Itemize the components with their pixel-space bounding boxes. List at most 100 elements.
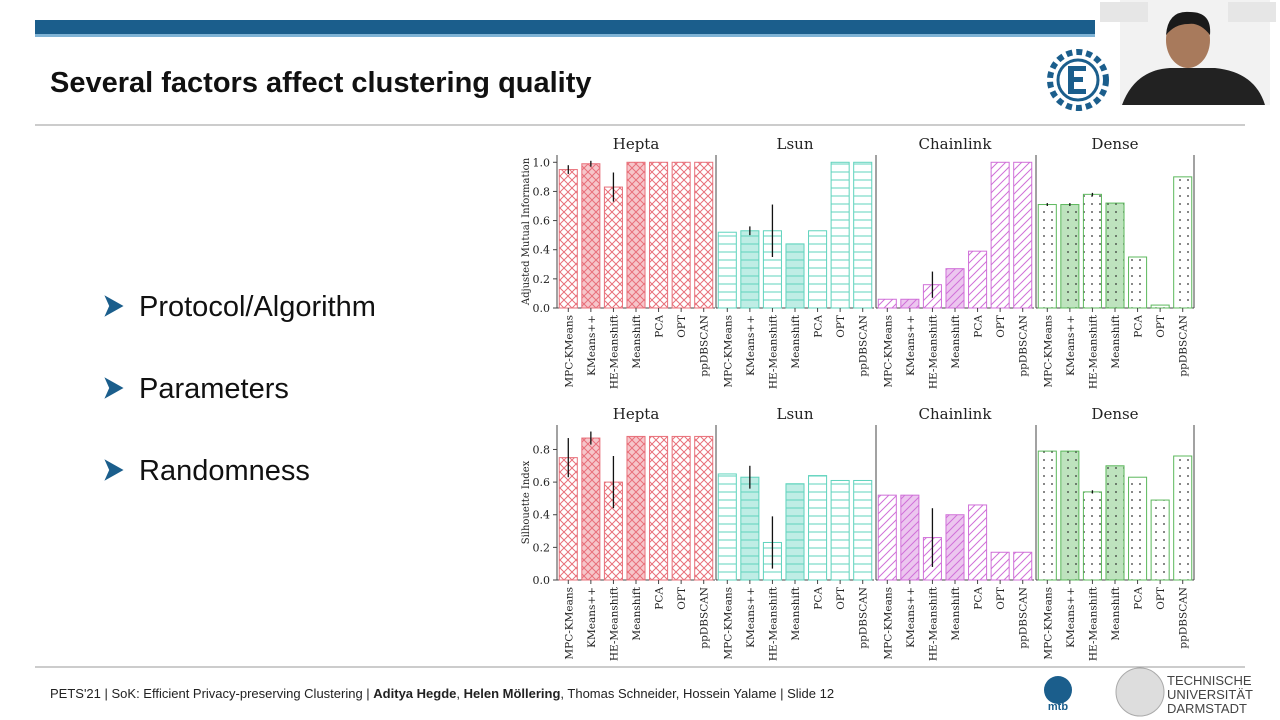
bar (968, 504, 988, 581)
bullet-arrow (104, 295, 124, 317)
chart-panel: Chainlink MPC-KMeans KMeans++ HE-Meanshift M… (875, 405, 1034, 661)
bar (1082, 491, 1102, 581)
x-tick-label: PCA (654, 587, 666, 610)
footer-part: Aditya Hegde (373, 686, 456, 701)
x-tick-label: MPC-KMeans (563, 315, 575, 388)
x-tick-label: Meanshift (1110, 586, 1122, 640)
bullet-text: Parameters (139, 373, 289, 405)
bullet-text: Protocol/Algorithm (139, 291, 376, 323)
bar (830, 161, 850, 309)
bar (558, 169, 578, 309)
bar (717, 231, 737, 309)
bar (1082, 193, 1102, 309)
bar (1105, 465, 1125, 581)
footer-part: , Thomas Schneider, Hossein Yalame | Sli… (560, 686, 834, 701)
bar (603, 186, 623, 309)
x-tick-label: MPC-KMeans (722, 587, 734, 660)
bar (1128, 256, 1148, 309)
x-tick-label: OPT (995, 315, 1007, 338)
panel-title: Dense (1091, 405, 1138, 423)
chart-panel: Lsun MPC-KMeans KMeans++ HE-Meanshift Meansh… (715, 135, 874, 389)
y-axis-label: Silhouette Index (521, 460, 532, 544)
bar (1037, 450, 1057, 581)
x-tick-label: Meanshift (950, 586, 962, 640)
x-tick-label: HE-Meanshift (1087, 314, 1099, 389)
university-name: TECHNISCHE (1167, 673, 1252, 688)
svg-text:mtb: mtb (1048, 701, 1068, 713)
chart-panel: Lsun MPC-KMeans KMeans++ HE-Meanshift Meansh… (715, 405, 874, 661)
x-tick-label: HE-Meanshift (927, 314, 939, 389)
x-tick-label: Meanshift (1110, 314, 1122, 368)
y-axis-label: Adjusted Mutual Information (521, 157, 532, 306)
x-tick-label: PCA (813, 315, 825, 338)
webcam (1100, 0, 1276, 105)
chart-panel: Dense MPC-KMeans KMeans++ HE-Meanshift Means… (1035, 135, 1195, 389)
bar (671, 161, 691, 309)
x-tick-label: KMeans++ (1065, 315, 1077, 376)
bar (581, 437, 601, 581)
y-tick-label: 0.0 (533, 302, 551, 315)
bar (671, 435, 691, 581)
y-tick-label: 0.8 (533, 443, 551, 456)
y-tick-label: 0.6 (533, 215, 551, 228)
bar (808, 475, 828, 581)
x-tick-label: KMeans++ (745, 315, 757, 376)
bar (785, 483, 805, 581)
x-tick-label: PCA (973, 587, 985, 610)
x-tick-label: HE-Meanshift (608, 586, 620, 661)
bar (694, 161, 714, 309)
x-tick-label: MPC-KMeans (1042, 315, 1054, 388)
x-tick-label: PCA (813, 587, 825, 610)
bar (853, 161, 873, 309)
x-tick-label: HE-Meanshift (927, 586, 939, 661)
bar (1013, 161, 1033, 309)
bar (694, 435, 714, 581)
x-tick-label: OPT (835, 587, 847, 610)
x-tick-label: HE-Meanshift (767, 586, 779, 661)
bar (945, 268, 965, 309)
bar (990, 551, 1010, 581)
bar (808, 230, 828, 309)
bar (626, 161, 646, 309)
bar (717, 473, 737, 581)
bar (785, 243, 805, 309)
y-tick-label: 0.4 (533, 244, 551, 257)
bar (581, 163, 601, 309)
university-name: DARMSTADT (1167, 701, 1247, 716)
panel-title: Lsun (777, 135, 814, 153)
bar (900, 298, 920, 309)
x-tick-label: HE-Meanshift (1087, 586, 1099, 661)
x-tick-label: OPT (995, 587, 1007, 610)
footer-part: Helen Möllering (464, 686, 561, 701)
panel-title: Chainlink (919, 405, 993, 423)
top-bar-accent (35, 34, 1095, 37)
y-tick-label: 0.4 (533, 509, 551, 522)
x-tick-label: ppDBSCAN (1018, 587, 1030, 649)
x-tick-label: MPC-KMeans (722, 315, 734, 388)
x-tick-label: ppDBSCAN (858, 587, 870, 649)
y-tick-label: 1.0 (533, 156, 551, 169)
bar (626, 435, 646, 581)
x-tick-label: KMeans++ (905, 315, 917, 376)
bar (1105, 202, 1125, 309)
bar (1060, 204, 1080, 309)
x-tick-label: Meanshift (790, 586, 802, 640)
bar (1150, 499, 1170, 581)
bar (877, 298, 897, 309)
logo (1047, 49, 1109, 111)
panel-title: Chainlink (919, 135, 993, 153)
x-tick-label: OPT (1155, 315, 1167, 338)
tud-emblem (1115, 667, 1165, 717)
bar (1173, 176, 1193, 309)
bar (877, 494, 897, 581)
x-tick-label: ppDBSCAN (1178, 315, 1190, 377)
x-tick-label: OPT (1155, 587, 1167, 610)
bar (945, 514, 965, 581)
x-tick-label: ppDBSCAN (699, 587, 711, 649)
bar (1150, 304, 1170, 309)
x-tick-label: OPT (676, 587, 688, 610)
x-tick-label: Meanshift (631, 586, 643, 640)
x-tick-label: MPC-KMeans (1042, 587, 1054, 660)
